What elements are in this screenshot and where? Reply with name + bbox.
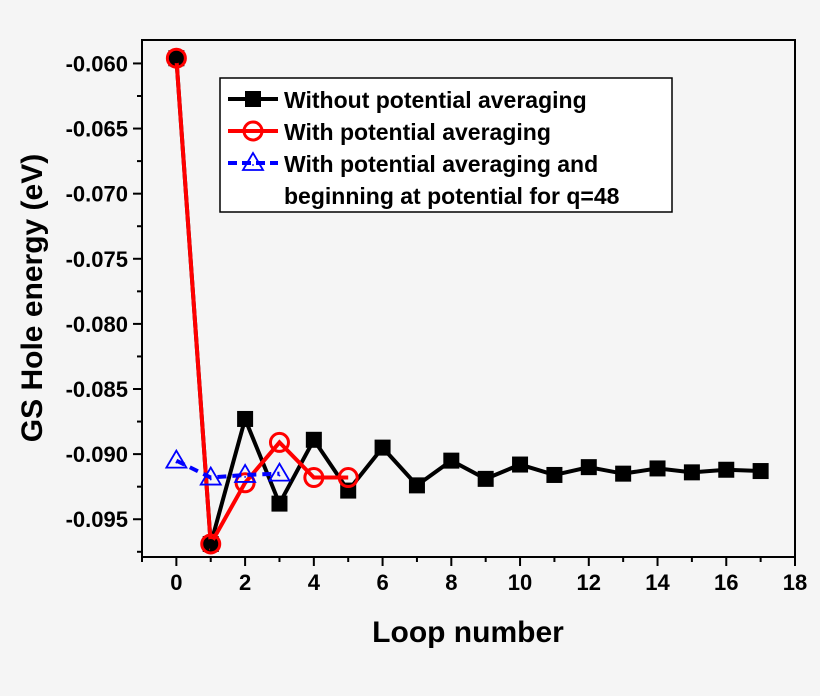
x-tick-label: 6 [376,570,388,595]
data-point [477,470,494,487]
y-tick-label: -0.060 [66,51,128,76]
x-tick-label: 14 [645,570,670,595]
y-axis-label: GS Hole energy (eV) [16,154,49,442]
x-tick-label: 0 [170,570,182,595]
data-point [164,448,188,469]
y-tick-label: -0.075 [66,247,128,272]
y-tick-label: -0.065 [66,117,128,142]
series-1 [165,47,359,555]
legend-marker [241,151,265,171]
data-point [233,463,257,483]
data-point [271,495,288,512]
data-point [752,463,769,480]
x-axis-label: Loop number [372,616,564,649]
legend-marker [242,120,264,142]
data-point [408,477,425,494]
data-point-dot [175,461,178,464]
legend-marker [245,91,261,107]
y-tick-label: -0.080 [66,312,128,337]
legend-label: Without potential averaging [284,87,587,113]
data-point [337,467,359,489]
data-point [200,533,222,555]
y-tick-label: -0.085 [66,377,128,402]
x-tick-label: 10 [508,570,532,595]
data-point [165,47,187,69]
series-line [175,458,280,480]
data-point [683,464,700,481]
data-point [580,459,597,476]
overlap-point [171,53,182,64]
x-tick-label: 8 [445,570,457,595]
overlap-point [205,538,216,549]
data-point [615,465,632,482]
x-tick-label: 18 [783,570,807,595]
data-point [303,467,325,489]
data-point-dot [209,478,212,481]
x-tick-label: 4 [308,570,321,595]
data-point [237,410,254,427]
legend: Without potential averaging With potentia… [219,77,673,213]
series-2 [164,448,292,486]
data-point [267,461,292,482]
data-point [718,461,735,478]
data-point [546,466,563,483]
series-line [174,58,349,551]
legend-label-line2: beginning at potential for q=48 [284,183,620,209]
x-tick-label: 12 [577,570,601,595]
legend-marker-dot [252,164,254,166]
data-point-dot [278,474,281,477]
y-tick-label: -0.095 [66,507,128,532]
legend-box [219,77,673,213]
data-point [374,439,391,456]
x-tick-label: 16 [714,570,738,595]
y-tick-label: -0.090 [66,442,128,467]
data-point [268,431,290,453]
legend-label: With potential averaging [284,119,551,145]
data-point-dot [244,476,247,478]
x-tick-label: 2 [239,570,251,595]
data-point [649,460,666,477]
data-point [199,465,223,486]
legend-label: With potential averaging and [284,151,598,177]
y-tick-label: -0.070 [66,182,128,207]
data-point [512,456,529,473]
data-point [443,452,460,469]
data-point [305,431,322,448]
